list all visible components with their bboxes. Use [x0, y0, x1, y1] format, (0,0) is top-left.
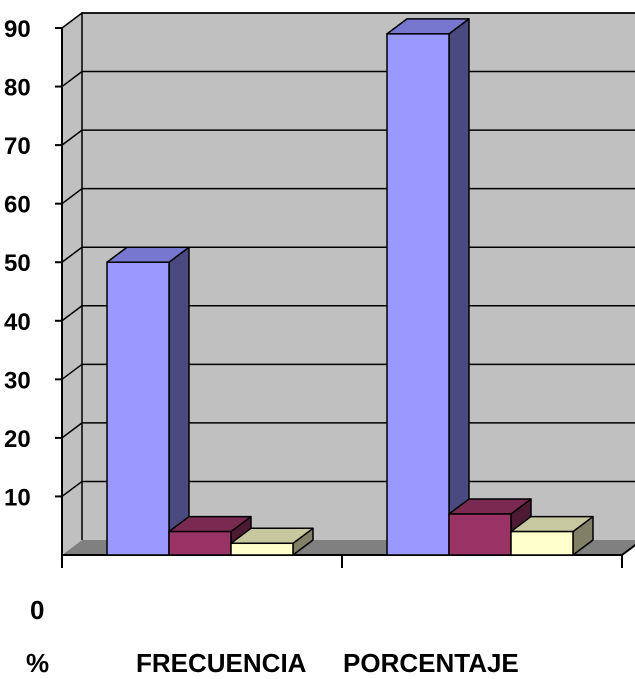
bar-side [448, 18, 470, 556]
bar-front [386, 33, 450, 556]
y-tick-label: 30 [4, 367, 31, 394]
frecuencia-label: FRECUENCIA [136, 648, 307, 678]
bar-front [448, 513, 512, 556]
y-tick-label: 40 [4, 309, 31, 336]
bar-front [168, 530, 232, 556]
y-tick-labels: 10 20 30 40 50 60 70 80 90 [4, 16, 31, 511]
y-tick-label: 50 [4, 250, 31, 277]
bar-front [230, 542, 294, 556]
bar [510, 515, 594, 556]
bars [106, 18, 594, 556]
back-wall [82, 13, 635, 540]
bar-side [168, 246, 190, 556]
y-tick-label: 90 [4, 16, 31, 43]
bar-front [106, 261, 170, 556]
bar [106, 246, 190, 556]
y-tick-label: 60 [4, 192, 31, 219]
bar [386, 18, 470, 556]
porcentaje-label: PORCENTAJE [343, 648, 519, 678]
bar [230, 527, 314, 556]
wall-outline [81, 12, 635, 540]
percent-label: % [26, 648, 50, 678]
y-tick-label: 20 [4, 426, 31, 453]
y-tick-label: 70 [4, 133, 31, 160]
y-tick-label: 10 [4, 484, 31, 511]
floor-edge [621, 544, 635, 556]
zero-label: 0 [30, 595, 45, 625]
side-wall [62, 13, 82, 555]
bar-front [510, 530, 574, 556]
y-tick-label: 80 [4, 75, 31, 102]
